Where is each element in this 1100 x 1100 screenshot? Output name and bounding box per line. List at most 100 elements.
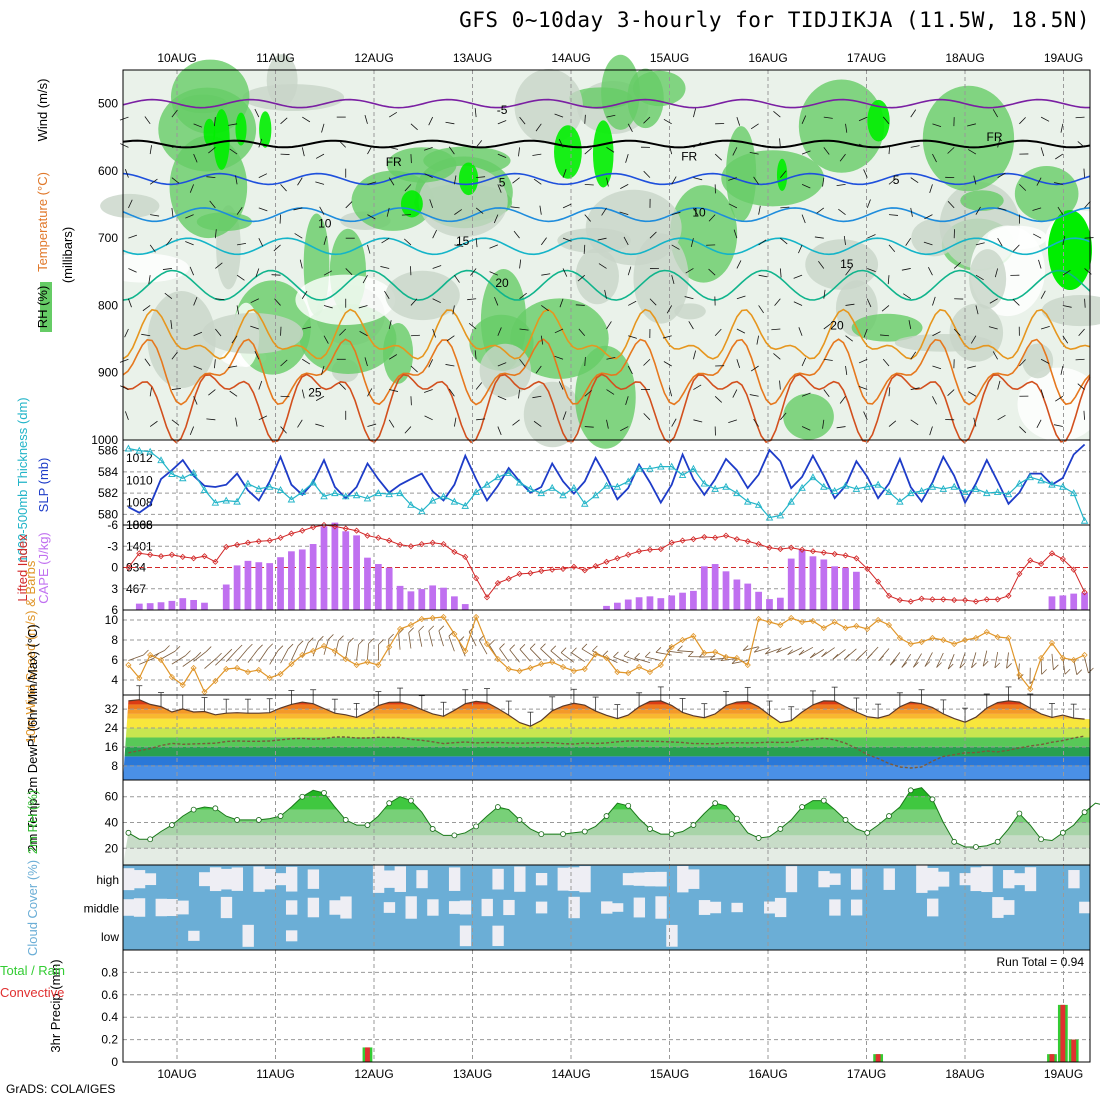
wind-barb bbox=[693, 419, 703, 423]
rh-shading bbox=[633, 233, 689, 324]
wind-barb bbox=[255, 268, 260, 278]
wind-barb bbox=[404, 184, 412, 192]
wind-barb bbox=[627, 365, 633, 375]
cape-bar bbox=[776, 597, 784, 610]
contour-label: FR bbox=[681, 149, 697, 163]
wind-barb bbox=[359, 331, 368, 337]
rh2m-point bbox=[668, 831, 675, 837]
wind-barb bbox=[905, 237, 912, 246]
wind-barb bbox=[1040, 325, 1050, 330]
wind-barb-flag bbox=[358, 639, 364, 645]
date-label-bottom: 17AUG bbox=[847, 1067, 886, 1081]
wind-barb bbox=[470, 268, 477, 276]
thickness-point bbox=[1069, 489, 1078, 497]
rh-shading bbox=[97, 253, 190, 283]
wind-barb-flag bbox=[560, 647, 567, 653]
wind-barb bbox=[645, 656, 661, 661]
lifted-index-point bbox=[679, 537, 686, 544]
wind-barb bbox=[973, 175, 977, 185]
wind-barb-flag bbox=[1076, 669, 1083, 675]
wind-barb bbox=[732, 389, 738, 398]
wind-barb bbox=[182, 656, 197, 667]
wind-speed-point bbox=[1005, 634, 1012, 642]
wind-barb-flag bbox=[581, 643, 588, 650]
cloud-gap bbox=[209, 867, 222, 892]
lifted-index-point bbox=[320, 521, 328, 529]
wind-barb bbox=[625, 396, 629, 405]
wind-barb bbox=[208, 389, 216, 396]
wind-speed-point bbox=[179, 681, 186, 689]
lifted-index-point bbox=[929, 596, 936, 603]
cape-bar bbox=[809, 556, 817, 610]
contour-label: 15 bbox=[456, 234, 470, 248]
contour-label: FR bbox=[987, 130, 1003, 144]
wind-barb bbox=[793, 301, 803, 306]
thickness-point bbox=[461, 501, 470, 509]
temperature-tick-label: 8 bbox=[111, 759, 118, 773]
wind-barb bbox=[319, 206, 325, 215]
wind-barb bbox=[627, 266, 632, 276]
wind-speed-point bbox=[320, 642, 328, 650]
rh2m-point bbox=[560, 831, 566, 837]
wind-barb bbox=[323, 335, 329, 344]
wind-barb-flag bbox=[832, 653, 839, 660]
wind-barb bbox=[575, 304, 585, 306]
cape-bar bbox=[1081, 592, 1088, 610]
rh-shading bbox=[169, 135, 248, 239]
lifted-index-point bbox=[1016, 570, 1023, 577]
wind-barb-flag bbox=[889, 659, 896, 666]
wind-barb bbox=[541, 305, 549, 312]
wind-barb bbox=[823, 389, 830, 397]
wind-barb-flag bbox=[328, 634, 334, 640]
wind-barb bbox=[513, 230, 520, 239]
wind-barb bbox=[597, 237, 607, 241]
cape-bar bbox=[853, 571, 860, 610]
wind-speed-point bbox=[1081, 651, 1088, 659]
pressure-tick-label: 700 bbox=[98, 231, 118, 245]
wind-barb bbox=[823, 116, 833, 119]
wind-barb bbox=[193, 651, 207, 662]
wind-barb bbox=[867, 234, 876, 239]
lifted-index-point bbox=[907, 598, 914, 605]
panel-labels: RH (%) Temperature (°C) Wind (m/s) (milliba… bbox=[0, 79, 75, 1053]
wind-barb bbox=[882, 358, 890, 367]
wind-speed-point bbox=[625, 669, 632, 677]
rh-shading bbox=[523, 381, 582, 448]
wind-barb bbox=[810, 649, 825, 659]
wind-barb bbox=[171, 419, 180, 426]
thickness-point bbox=[276, 485, 285, 493]
rh2m-point bbox=[1081, 809, 1088, 816]
pressure-tick-label: 900 bbox=[98, 366, 118, 380]
lifted-index-tick-label: 0 bbox=[111, 561, 118, 575]
wind-speed-point bbox=[722, 653, 730, 661]
wind-barb-flag bbox=[287, 643, 294, 650]
wind-barb-flag bbox=[709, 654, 716, 660]
page-title: GFS 0~10day 3-hourly for TIDJIKJA (11.5W… bbox=[459, 8, 1090, 32]
wind-barb bbox=[519, 292, 527, 300]
wind-speed-point bbox=[342, 655, 349, 663]
thickness-point bbox=[1004, 490, 1013, 498]
wind-barb bbox=[901, 653, 912, 668]
wind-barb bbox=[1038, 259, 1042, 269]
wind-speed-point bbox=[527, 664, 534, 672]
rh-shading bbox=[1017, 367, 1100, 442]
wind-barb-flag bbox=[540, 643, 546, 649]
wind-barb bbox=[280, 648, 289, 664]
wind-barb bbox=[793, 274, 803, 279]
wind-speed-point bbox=[1059, 654, 1066, 662]
wind-speed-point bbox=[168, 673, 175, 681]
lifted-index-point bbox=[1081, 589, 1088, 596]
wind-barb bbox=[1019, 426, 1027, 434]
wind-barb bbox=[1084, 200, 1091, 209]
lifted-index-point bbox=[462, 553, 469, 560]
lifted-index-tick-label: 3 bbox=[111, 582, 118, 596]
wind-barb bbox=[388, 419, 395, 428]
thickness-point bbox=[776, 511, 785, 519]
wind-speed-point bbox=[570, 667, 577, 675]
wind-barb bbox=[428, 116, 434, 126]
wind-speed-point bbox=[234, 664, 241, 672]
wind-barb bbox=[124, 169, 129, 178]
lifted-index-point bbox=[1005, 592, 1012, 599]
wind-barb bbox=[410, 365, 418, 373]
cape-bar bbox=[298, 549, 306, 610]
